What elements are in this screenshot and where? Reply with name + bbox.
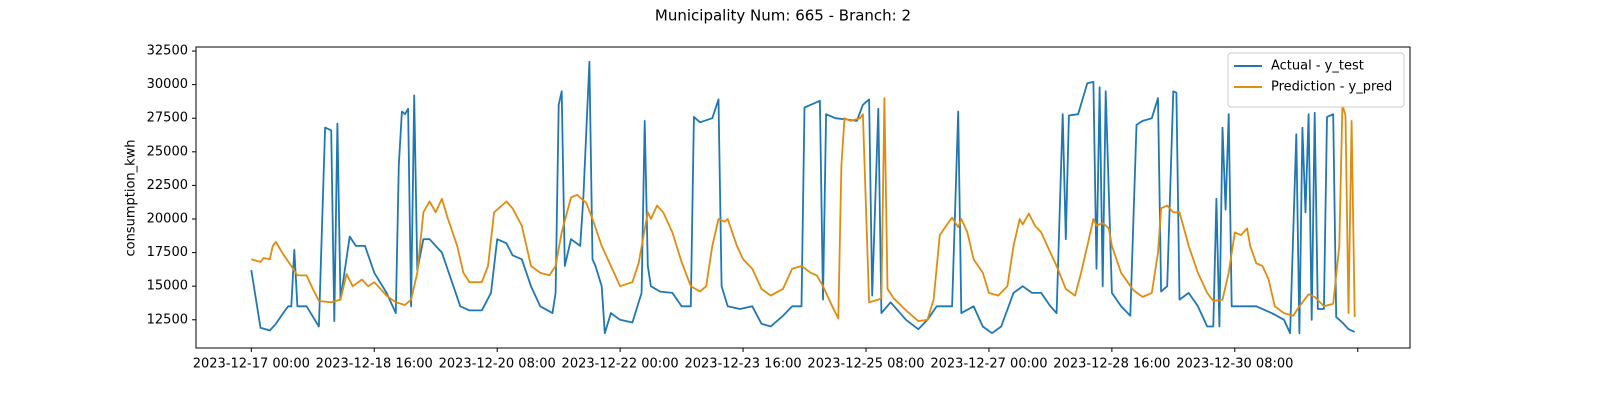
y-tick-label: 12500 bbox=[147, 312, 188, 327]
series-line bbox=[251, 97, 1356, 322]
x-tick-label: 2023-12-25 08:00 bbox=[807, 357, 924, 372]
x-tick-label: 2023-12-18 16:00 bbox=[316, 357, 433, 372]
x-tick-label: 2023-12-20 08:00 bbox=[439, 357, 556, 372]
x-tick-label: 2023-12-23 16:00 bbox=[684, 357, 801, 372]
y-axis-label: consumption_kwh bbox=[124, 139, 139, 256]
y-tick-label: 20000 bbox=[147, 212, 188, 227]
y-tick-label: 27500 bbox=[147, 111, 188, 126]
chart-title: Municipality Num: 665 - Branch: 2 bbox=[655, 7, 911, 25]
legend-box bbox=[1227, 52, 1405, 108]
x-tick-label: 2023-12-22 00:00 bbox=[562, 357, 679, 372]
y-tick-label: 15000 bbox=[147, 279, 188, 294]
y-tick-label: 32500 bbox=[147, 44, 188, 59]
series-line bbox=[250, 60, 1356, 335]
y-tick-label: 17500 bbox=[147, 245, 188, 260]
x-tick-label: 2023-12-28 16:00 bbox=[1053, 357, 1170, 372]
x-tick-label: 2023-12-17 00:00 bbox=[193, 357, 310, 372]
y-tick-label: 25000 bbox=[147, 144, 188, 159]
y-tick-label: 30000 bbox=[147, 77, 188, 92]
plot-frame bbox=[195, 46, 1411, 349]
x-tick-label: 2023-12-27 00:00 bbox=[930, 357, 1047, 372]
x-tick-label: 2023-12-30 08:00 bbox=[1176, 357, 1293, 372]
legend-label: Actual - y_test bbox=[1271, 59, 1364, 74]
y-tick-label: 22500 bbox=[147, 178, 188, 193]
legend-label: Prediction - y_pred bbox=[1271, 80, 1392, 95]
